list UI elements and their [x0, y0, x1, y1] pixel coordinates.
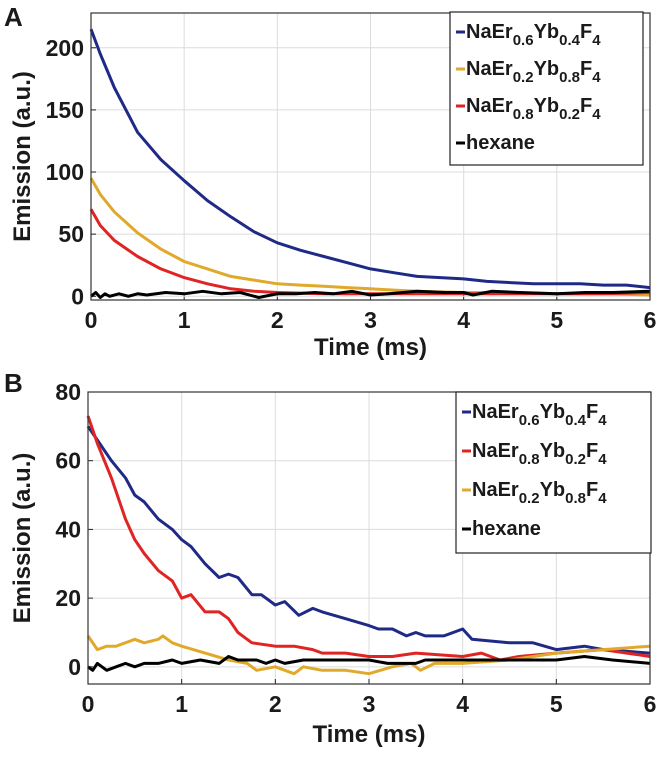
legend-label: NaEr0.8Yb0.2F4 — [466, 95, 601, 123]
x-tick-label: 1 — [178, 307, 191, 333]
axes-box — [90, 12, 651, 301]
legend-label: hexane — [472, 518, 541, 540]
series-line-NaEr0.2Yb0.8F4 — [86, 634, 651, 676]
y-tick-label: 40 — [55, 516, 81, 542]
series-line-NaEr0.8Yb0.2F4 — [86, 415, 651, 662]
series-line-NaEr0.6Yb0.4F4 — [86, 425, 651, 655]
y-tick-label: 100 — [46, 159, 84, 185]
legend-label: NaEr0.6Yb0.4F4 — [472, 401, 607, 429]
legend-label: NaEr0.2Yb0.8F4 — [472, 479, 607, 507]
x-tick-label: 2 — [269, 691, 282, 717]
x-tick-label: 1 — [175, 691, 188, 717]
x-tick-label: 3 — [363, 691, 376, 717]
x-tick-label: 3 — [364, 307, 377, 333]
x-tick-label: 0 — [85, 307, 98, 333]
y-tick-label: 20 — [55, 585, 81, 611]
legend-label: NaEr0.6Yb0.4F4 — [466, 21, 601, 49]
y-axis-label: Emission (a.u.) — [9, 71, 36, 242]
y-tick-label: 60 — [55, 448, 81, 474]
legend-box — [455, 391, 652, 554]
x-tick-label: 4 — [457, 307, 470, 333]
x-axis-label: Time (ms) — [313, 721, 426, 748]
legend-label: NaEr0.8Yb0.2F4 — [472, 440, 607, 468]
legend-label: NaEr0.2Yb0.8F4 — [466, 58, 601, 86]
series-line-hexane — [90, 289, 651, 299]
legend-box — [449, 11, 644, 166]
legend: NaEr0.6Yb0.4F4 NaEr0.2Yb0.8F4 NaEr0.8Yb0.2… — [449, 11, 644, 166]
x-tick-label: 2 — [271, 307, 284, 333]
panel-label: B — [4, 368, 23, 398]
x-tick-label: 5 — [550, 307, 563, 333]
panel-A: A 0 1 2 3 4 5 6 0 50 100 150 200 Time (ms) Emission (a… — [4, 2, 656, 361]
series-line-hexane — [87, 655, 651, 672]
y-axis-label: Emission (a.u.) — [9, 453, 36, 624]
series-line-NaEr0.6Yb0.4F4 — [89, 28, 651, 290]
x-tick-label: 5 — [550, 691, 563, 717]
x-axis-label: Time (ms) — [314, 334, 427, 361]
legend-label: hexane — [466, 132, 535, 154]
panel-label: A — [4, 2, 23, 32]
y-tick-label: 50 — [58, 221, 84, 247]
y-tick-label: 150 — [46, 97, 84, 123]
x-tick-label: 6 — [644, 307, 657, 333]
y-tick-label: 0 — [71, 283, 84, 309]
y-tick-label: 0 — [68, 654, 81, 680]
legend: NaEr0.6Yb0.4F4 NaEr0.8Yb0.2F4 NaEr0.2Yb0.8… — [455, 391, 652, 554]
y-tick-label: 80 — [55, 379, 81, 405]
x-tick-label: 4 — [456, 691, 469, 717]
x-tick-label: 6 — [644, 691, 657, 717]
y-tick-label: 200 — [46, 35, 84, 61]
x-tick-label: 0 — [82, 691, 95, 717]
